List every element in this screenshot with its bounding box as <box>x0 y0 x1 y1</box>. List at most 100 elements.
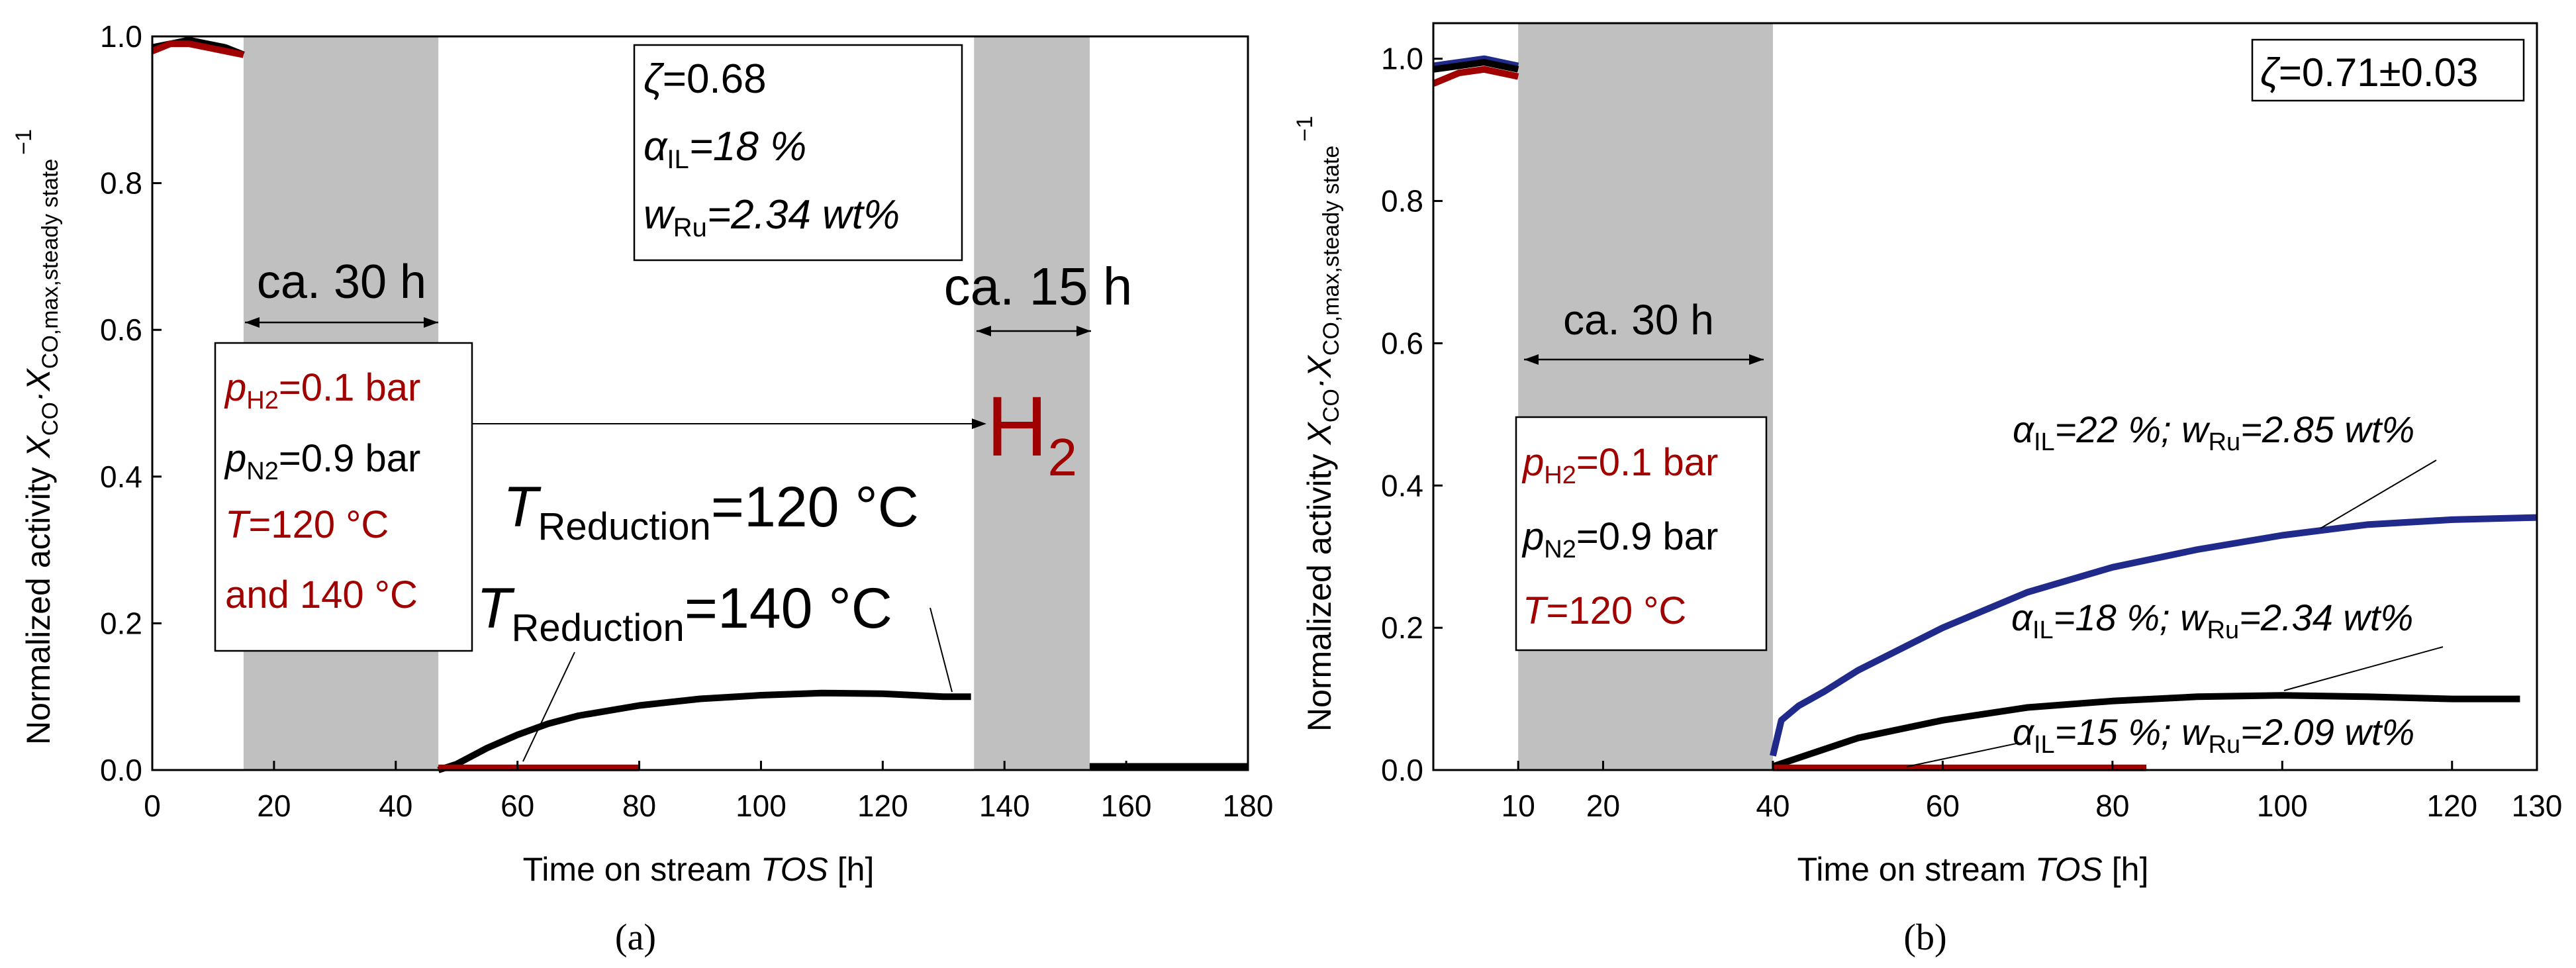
panel-b-label-18: αIL=18 %; wRu=2.34 wt% <box>2011 597 2413 644</box>
alpha-sub: IL <box>667 145 689 174</box>
b-xtick-label-4: 80 <box>2095 789 2129 823</box>
panel-a-conditions-box <box>633 44 963 262</box>
w-sub: Ru <box>673 213 707 242</box>
panel-a-shade2-label: ca. 15 h <box>944 257 1133 316</box>
a-xtick-label-3: 60 <box>501 789 534 823</box>
a-ytick-label-1: 0.2 <box>100 606 142 640</box>
a-ytick-label-0: 0.0 <box>100 753 142 787</box>
panel-a-shade2-arrow-right-head <box>1076 326 1091 336</box>
b-xtick-label-2: 40 <box>1756 789 1789 823</box>
panel-a-xlabel-prefix: Time on stream <box>523 851 761 888</box>
ph2-b-sub: H2 <box>1544 461 1576 489</box>
pn2-b-symbol: p <box>1521 515 1544 558</box>
panel-a-label-140: TReduction=140 °C <box>477 577 892 650</box>
panel-a-leader-140 <box>930 607 953 693</box>
t120-symbol: T <box>503 475 542 539</box>
panel-a-h2-label: H2 <box>986 379 1077 487</box>
panel-a-ylabel-sub2: CO,max,steady state <box>38 159 63 369</box>
panel-b-shade1-arrow-right-head <box>1749 354 1764 365</box>
panel-a-alpha-line: αIL=18 % <box>644 124 806 174</box>
panel-b-xlabel-italic: TOS <box>2035 851 2103 888</box>
t-b-value: =120 °C <box>1546 589 1686 632</box>
panel-a-axes-frame <box>151 35 1249 771</box>
t120-sub: Reduction <box>538 505 711 548</box>
l22-w-val: =2.85 wt% <box>2240 409 2414 450</box>
b-xtick-label-5: 100 <box>2257 789 2308 823</box>
panel-b-zeta-line: ζ=0.71±0.03 <box>2260 50 2478 95</box>
zeta-b-symbol: ζ <box>2260 50 2281 95</box>
panel-a-shade1-arrow-right-head <box>424 317 438 328</box>
b-xtick-label-6: 120 <box>2426 789 2477 823</box>
panel-b-ylabel-sub1: CO <box>1319 389 1344 422</box>
a-xtick-label-8: 160 <box>1101 789 1152 823</box>
panel-b-ph2-line: pH2=0.1 bar <box>1521 441 1718 489</box>
panel-b-y-axis-label: Normalized activity XCO·XCO,max,steady s… <box>1292 116 1344 732</box>
l22-w-sym: w <box>2181 409 2211 450</box>
panel-a-xlabel-italic: TOS <box>761 851 828 888</box>
b-ytick-label-1: 0.2 <box>1381 610 1423 645</box>
l18-w-sub: Ru <box>2207 616 2240 644</box>
a-shaded-region-1 <box>974 36 1090 770</box>
w-value: =2.34 wt% <box>707 192 900 238</box>
panel-b-ylabel-x1: X <box>1301 422 1338 446</box>
b-ytick-label-2: 0.4 <box>1381 468 1423 503</box>
t-value: =120 °C <box>248 503 389 546</box>
zeta-value: =0.68 <box>663 56 767 102</box>
a-xtick-label-7: 140 <box>979 789 1030 823</box>
panel-a-x-axis-label: Time on stream TOS [h] <box>523 851 875 888</box>
panel-b-ylabel-prefix: Normalized activity <box>1301 445 1338 732</box>
panel-b-label-22: αIL=22 %; wRu=2.85 wt% <box>2013 409 2414 456</box>
pn2-value: =0.9 bar <box>279 437 420 480</box>
panel-b-leader-18 <box>2283 646 2444 691</box>
panel-a-ylabel-prefix: Normalized activity <box>20 458 57 745</box>
panel-b-shade1-arrow-left-head <box>1524 354 1539 365</box>
a-xtick-label-6: 120 <box>857 789 908 823</box>
l18-a-val: =18 %; <box>2054 597 2180 638</box>
a-xtick-label-5: 100 <box>736 789 787 823</box>
a-xtick-label-2: 40 <box>379 789 412 823</box>
panel-b-leader-22 <box>2320 460 2437 529</box>
panel-b-t-line: T=120 °C <box>1523 589 1686 632</box>
panel-b-ylabel-sup: −1 <box>1292 116 1317 142</box>
t-symbol: T <box>225 503 251 546</box>
l18-w-sym: w <box>2180 597 2209 638</box>
l18-a-sym: α <box>2011 597 2034 638</box>
l18-a-sub: IL <box>2032 616 2054 644</box>
panel-a-label: (a) <box>615 917 656 958</box>
l15-a-sym: α <box>2013 711 2035 753</box>
alpha-symbol: α <box>644 124 668 169</box>
panel-b-x-axis-label: Time on stream TOS [h] <box>1797 851 2149 888</box>
panel-b-xlabel-suffix: [h] <box>2103 851 2148 888</box>
panel-b-zeta-box <box>2251 38 2525 102</box>
panel-b-shade1-label: ca. 30 h <box>1563 296 1714 344</box>
b-ytick-label-4: 0.8 <box>1381 184 1423 218</box>
panel-a-ylabel-x1: X <box>20 435 57 459</box>
l15-w-sym: w <box>2181 711 2211 753</box>
l18-w-val: =2.34 wt% <box>2239 597 2413 638</box>
panel-a-chart: 0 20 40 60 80 100 120 140 160 180 0.0 0.2 0.4 0.6 0.8 1… <box>11 19 1273 958</box>
panel-a-label-120: TReduction=120 °C <box>503 475 919 548</box>
panel-a-leader-120 <box>522 652 575 762</box>
panel-b-leader-15 <box>1906 742 2020 767</box>
l22-a-val: =22 %; <box>2055 409 2181 450</box>
panel-a-t-line: T=120 °C <box>225 503 389 546</box>
b-series-1-line <box>1433 59 2520 770</box>
a-ytick-label-5: 1.0 <box>100 19 142 54</box>
zeta-b-value: =0.71±0.03 <box>2279 50 2479 95</box>
panel-b-xlabel-prefix: Time on stream <box>1797 851 2035 888</box>
panel-b-label: (b) <box>1903 917 1946 958</box>
ph2-b-symbol: p <box>1521 441 1544 484</box>
b-series-0-line <box>1433 55 2538 757</box>
panel-a-ylabel-sub1: CO <box>38 402 63 436</box>
panel-a-y-axis-label: Normalized activity XCO·XCO,max,steady s… <box>11 129 63 745</box>
b-shaded-region-0 <box>1518 23 1773 770</box>
t140-sub: Reduction <box>512 606 685 650</box>
a-ytick-label-4: 0.8 <box>100 166 142 201</box>
a-ytick-label-3: 0.6 <box>100 313 142 347</box>
panel-b-gas-box <box>1515 416 1768 652</box>
panel-a-zeta-line: ζ=0.68 <box>644 56 767 102</box>
b-ytick-label-5: 1.0 <box>1381 42 1423 76</box>
panel-a-shade1-label: ca. 30 h <box>257 256 426 309</box>
t140-symbol: T <box>477 577 515 640</box>
